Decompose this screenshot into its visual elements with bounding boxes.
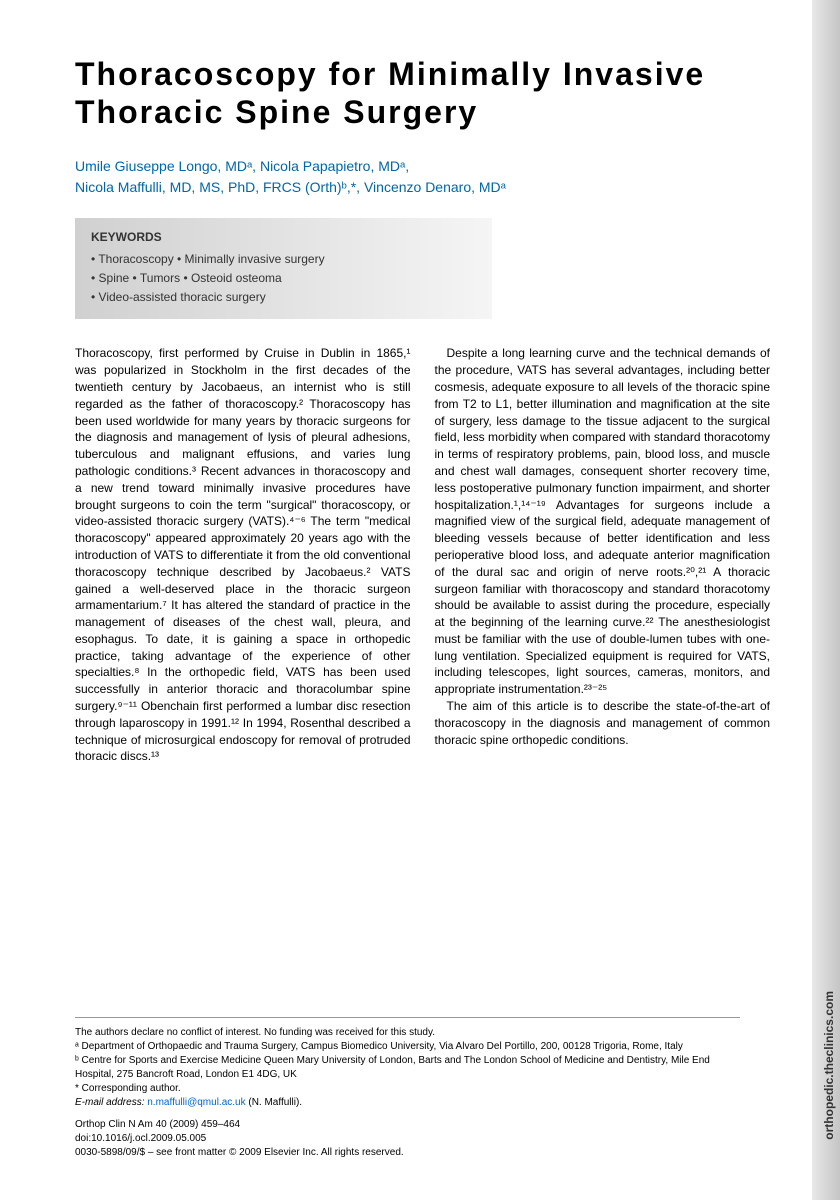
affiliation-a: ᵃ Department of Orthopaedic and Trauma S…: [75, 1040, 740, 1054]
column-right: Despite a long learning curve and the te…: [435, 345, 771, 765]
keywords-title: KEYWORDS: [91, 230, 476, 244]
authors-block: Umile Giuseppe Longo, MDᵃ, Nicola Papapi…: [75, 156, 770, 198]
authors-line-2: Nicola Maffulli, MD, MS, PhD, FRCS (Orth…: [75, 177, 770, 198]
email-label: E-mail address:: [75, 1097, 147, 1108]
col2-para2: The aim of this article is to describe t…: [435, 698, 771, 748]
col1-para1: Thoracoscopy, first performed by Cruise …: [75, 345, 411, 765]
keywords-line-3: • Video-assisted thoracic surgery: [91, 288, 476, 307]
keywords-line-1: • Thoracoscopy • Minimally invasive surg…: [91, 250, 476, 269]
email-suffix: (N. Maffulli).: [246, 1097, 303, 1108]
corresponding-author: * Corresponding author.: [75, 1082, 740, 1096]
body-columns: Thoracoscopy, first performed by Cruise …: [75, 345, 770, 765]
col2-para1: Despite a long learning curve and the te…: [435, 345, 771, 698]
article-title: Thoracoscopy for Minimally Invasive Thor…: [75, 55, 770, 132]
conflict-statement: The authors declare no conflict of inter…: [75, 1026, 740, 1040]
email-link[interactable]: n.maffulli@qmul.ac.uk: [147, 1097, 245, 1108]
copyright: 0030-5898/09/$ – see front matter © 2009…: [75, 1146, 740, 1160]
affiliation-b: ᵇ Centre for Sports and Exercise Medicin…: [75, 1054, 740, 1082]
keywords-line-2: • Spine • Tumors • Osteoid osteoma: [91, 269, 476, 288]
authors-line-1: Umile Giuseppe Longo, MDᵃ, Nicola Papapi…: [75, 156, 770, 177]
citation: Orthop Clin N Am 40 (2009) 459–464: [75, 1118, 740, 1132]
page-content: Thoracoscopy for Minimally Invasive Thor…: [0, 0, 840, 1200]
keywords-list: • Thoracoscopy • Minimally invasive surg…: [91, 250, 476, 308]
column-left: Thoracoscopy, first performed by Cruise …: [75, 345, 411, 765]
keywords-box: KEYWORDS • Thoracoscopy • Minimally inva…: [75, 218, 492, 320]
footer-block: The authors declare no conflict of inter…: [75, 1017, 740, 1160]
email-line: E-mail address: n.maffulli@qmul.ac.uk (N…: [75, 1096, 740, 1110]
doi: doi:10.1016/j.ocl.2009.05.005: [75, 1132, 740, 1146]
